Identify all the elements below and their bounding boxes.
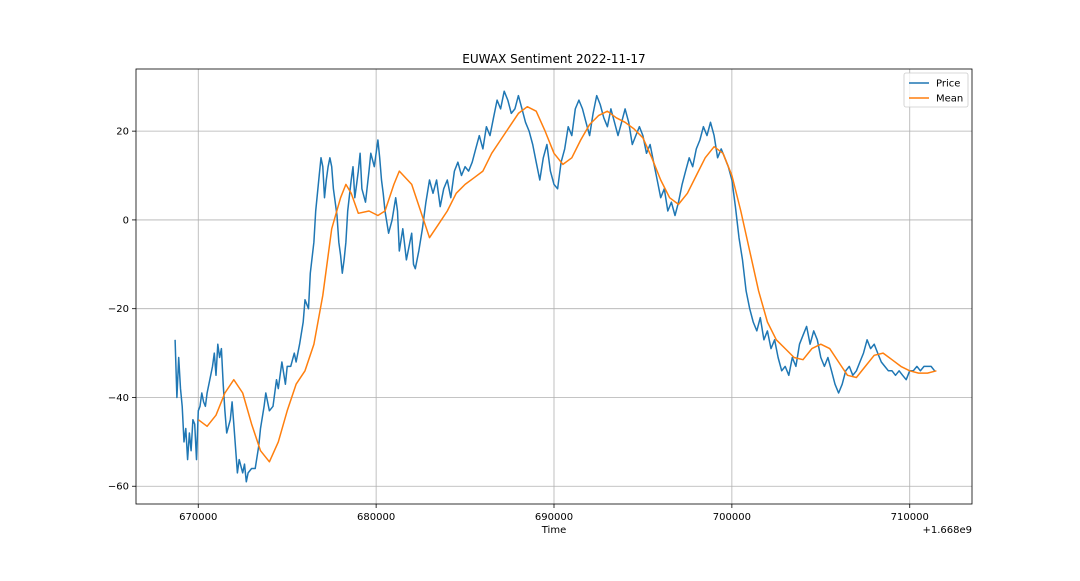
grid bbox=[136, 69, 972, 504]
x-axis-offset-label: +1.668e9 bbox=[922, 525, 972, 536]
y-tick-label: 20 bbox=[116, 127, 129, 138]
series-line-price bbox=[174, 90, 936, 483]
y-tick-label: 0 bbox=[123, 215, 129, 226]
x-tick-label: 710000 bbox=[891, 512, 929, 523]
x-axis-label: Time bbox=[541, 525, 566, 536]
legend: Price Mean bbox=[903, 72, 969, 108]
y-tick-label: −20 bbox=[108, 304, 129, 315]
axis-ticks: 670000 680000 690000 700000 710000 −60 −40 −20 0… bbox=[108, 127, 929, 523]
y-tick-label: −60 bbox=[108, 482, 129, 493]
legend-label-mean: Mean bbox=[936, 94, 963, 105]
x-tick-label: 700000 bbox=[713, 512, 751, 523]
x-tick-label: 690000 bbox=[535, 512, 573, 523]
plot-series bbox=[174, 90, 937, 483]
x-tick-label: 680000 bbox=[357, 512, 395, 523]
x-tick-label: 670000 bbox=[179, 512, 217, 523]
chart-title: EUWAX Sentiment 2022-11-17 bbox=[462, 52, 645, 66]
series-line-mean bbox=[197, 105, 937, 463]
y-tick-label: −40 bbox=[108, 393, 129, 404]
legend-label-price: Price bbox=[936, 79, 960, 90]
